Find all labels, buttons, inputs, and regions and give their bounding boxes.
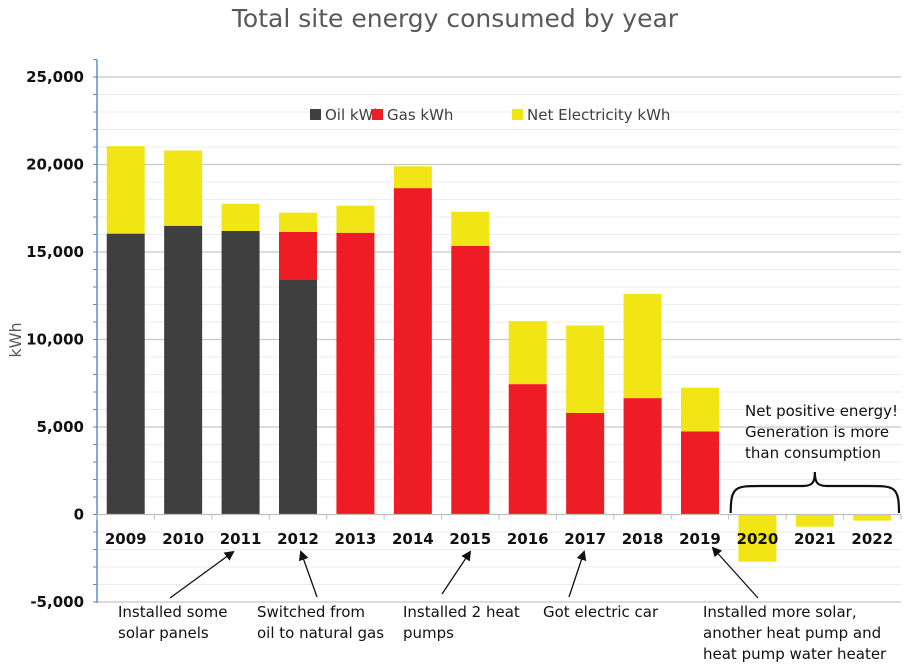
bar-gas-kwh-2015 — [451, 245, 490, 515]
x-tick-label: 2016 — [507, 530, 549, 548]
arrow-icon — [169, 550, 235, 599]
annotations: Installed some solar panels Switched from o… — [118, 402, 901, 663]
annotation-text: Installed more solar, — [703, 603, 857, 621]
bar-net-electricity-kwh-2009 — [106, 146, 145, 234]
bar-net-electricity-kwh-2022 — [853, 514, 892, 521]
x-tick-label: 2022 — [851, 530, 893, 548]
x-tick-labels: 2009 2010 2011 2012 2013 2014 2015 2016 2017 2018… — [105, 530, 893, 548]
annotation-text: solar panels — [118, 624, 209, 642]
arrow-icon — [298, 550, 318, 598]
bar-net-electricity-kwh-2018 — [623, 294, 662, 399]
bar-net-electricity-kwh-2015 — [451, 211, 490, 246]
bar-net-electricity-kwh-2010 — [164, 150, 203, 226]
annotation-2012: Switched from oil to natural gas — [257, 550, 384, 642]
bar-net-electricity-kwh-2012 — [279, 212, 317, 232]
y-tick-label: 5,000 — [37, 418, 84, 436]
y-tick-label: 20,000 — [26, 156, 84, 174]
legend: Oil kWh Gas kWh Net Electricity kWh — [310, 106, 670, 124]
brace-icon — [729, 471, 901, 514]
chart-title: Total site energy consumed by year — [231, 4, 679, 33]
net-positive-annotation: Net positive energy! Generation is more th… — [729, 402, 901, 514]
y-axis-label: kWh — [6, 322, 25, 357]
annotation-text: Generation is more — [745, 423, 889, 441]
bar-net-electricity-kwh-2016 — [508, 321, 547, 385]
gridlines — [97, 76, 901, 603]
annotation-text: oil to natural gas — [257, 624, 384, 642]
x-tick-label: 2009 — [105, 530, 147, 548]
legend-item: Gas kWh — [372, 106, 453, 124]
legend-label: Gas kWh — [387, 106, 453, 124]
arrow-icon — [568, 550, 587, 598]
bar-net-electricity-kwh-2021 — [795, 514, 834, 527]
bar-gas-kwh-2016 — [508, 384, 547, 515]
bar-gas-kwh-2019 — [681, 431, 719, 515]
legend-swatch — [310, 109, 321, 120]
bar-gas-kwh-2014 — [393, 188, 432, 515]
x-tick-label: 2019 — [679, 530, 721, 548]
annotation-text: Installed 2 heat — [403, 603, 520, 621]
legend-item: Net Electricity kWh — [512, 106, 670, 124]
bar-oil-kwh-2012 — [279, 280, 317, 515]
x-tick-label: 2012 — [277, 530, 319, 548]
bars — [106, 146, 892, 562]
bar-oil-kwh-2011 — [221, 231, 260, 515]
y-tick-label: 0 — [74, 506, 84, 524]
bar-oil-kwh-2010 — [164, 225, 203, 515]
x-tick-label: 2011 — [220, 530, 262, 548]
x-tick-label: 2017 — [564, 530, 606, 548]
x-tick-label: 2010 — [162, 530, 204, 548]
bar-net-electricity-kwh-2019 — [681, 387, 719, 432]
y-tick-labels: -5,000 0 5,000 10,000 15,000 20,000 25,000 — [26, 68, 84, 611]
annotation-text: pumps — [403, 624, 454, 642]
annotation-2017: Got electric car — [543, 550, 659, 621]
x-tick-label: 2021 — [794, 530, 836, 548]
x-tick-label: 2020 — [737, 530, 779, 548]
bar-net-electricity-kwh-2014 — [393, 166, 432, 189]
y-tick-label: 25,000 — [26, 68, 84, 86]
legend-label: Net Electricity kWh — [527, 106, 670, 124]
annotation-text: than consumption — [745, 444, 881, 462]
annotation-text: Installed some — [118, 603, 228, 621]
legend-item: Oil kWh — [310, 106, 383, 124]
arrow-icon — [711, 546, 759, 599]
x-tick-label: 2018 — [622, 530, 664, 548]
annotation-text: heat pump water heater — [703, 645, 887, 663]
bar-gas-kwh-2017 — [566, 413, 605, 515]
annotation-text: Switched from — [257, 603, 365, 621]
x-tick-label: 2013 — [335, 530, 377, 548]
bar-oil-kwh-2009 — [106, 233, 145, 515]
bar-net-electricity-kwh-2017 — [566, 325, 605, 413]
legend-label: Oil kWh — [325, 106, 383, 124]
axes — [93, 59, 902, 603]
x-tick-label: 2014 — [392, 530, 434, 548]
bar-net-electricity-kwh-2011 — [221, 203, 260, 231]
bar-gas-kwh-2018 — [623, 398, 662, 515]
legend-swatch — [372, 109, 383, 120]
annotation-2019: Installed more solar, another heat pump a… — [703, 546, 887, 663]
y-tick-label: -5,000 — [30, 593, 84, 611]
bar-net-electricity-kwh-2020 — [738, 514, 777, 562]
y-tick-label: 15,000 — [26, 243, 84, 261]
x-tick-label: 2015 — [449, 530, 491, 548]
legend-swatch — [512, 109, 523, 120]
bar-gas-kwh-2012 — [279, 231, 317, 280]
annotation-2015: Installed 2 heat pumps — [403, 550, 520, 642]
bar-gas-kwh-2013 — [336, 232, 375, 515]
annotation-text: Net positive energy! — [745, 402, 898, 420]
arrow-icon — [441, 550, 472, 595]
annotation-text: another heat pump and — [703, 624, 881, 642]
bar-net-electricity-kwh-2013 — [336, 205, 375, 233]
annotation-text: Got electric car — [543, 603, 659, 621]
annotation-2011: Installed some solar panels — [118, 550, 235, 642]
y-tick-label: 10,000 — [26, 331, 84, 349]
